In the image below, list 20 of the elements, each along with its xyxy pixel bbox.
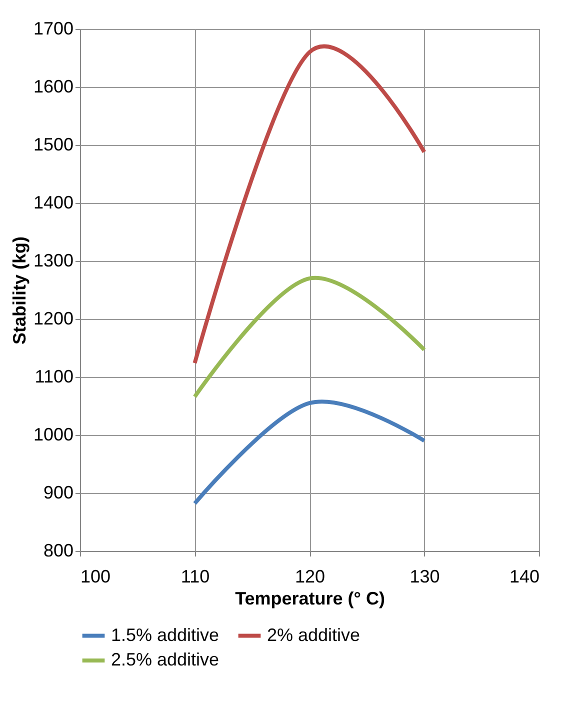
x-tick-label: 120 [294, 566, 326, 586]
y-axis-title: Stability (kg) [9, 236, 30, 345]
y-tick-label: 1300 [33, 250, 74, 270]
y-tick-label: 800 [43, 540, 74, 560]
y-tick-label: 1200 [33, 308, 74, 328]
y-tick-label: 1100 [34, 366, 74, 386]
y-tick-label: 1000 [33, 424, 74, 444]
y-tick-label: 1700 [33, 18, 74, 38]
legend-label: 1.5% additive [111, 624, 220, 645]
legend-label: 2.5% additive [111, 650, 220, 670]
y-tick-label: 1400 [33, 192, 74, 212]
x-tick-label: 130 [410, 566, 440, 586]
y-tick-label: 1500 [33, 134, 74, 154]
x-tick-label: 100 [80, 566, 111, 586]
x-tick-label: 140 [509, 566, 540, 586]
y-tick-label: 900 [43, 482, 74, 502]
legend-label: 2% additive [267, 624, 360, 645]
x-tick-label: 110 [180, 566, 210, 586]
x-axis-title: Temperature (° C) [235, 588, 385, 608]
y-tick-label: 1600 [33, 76, 74, 96]
